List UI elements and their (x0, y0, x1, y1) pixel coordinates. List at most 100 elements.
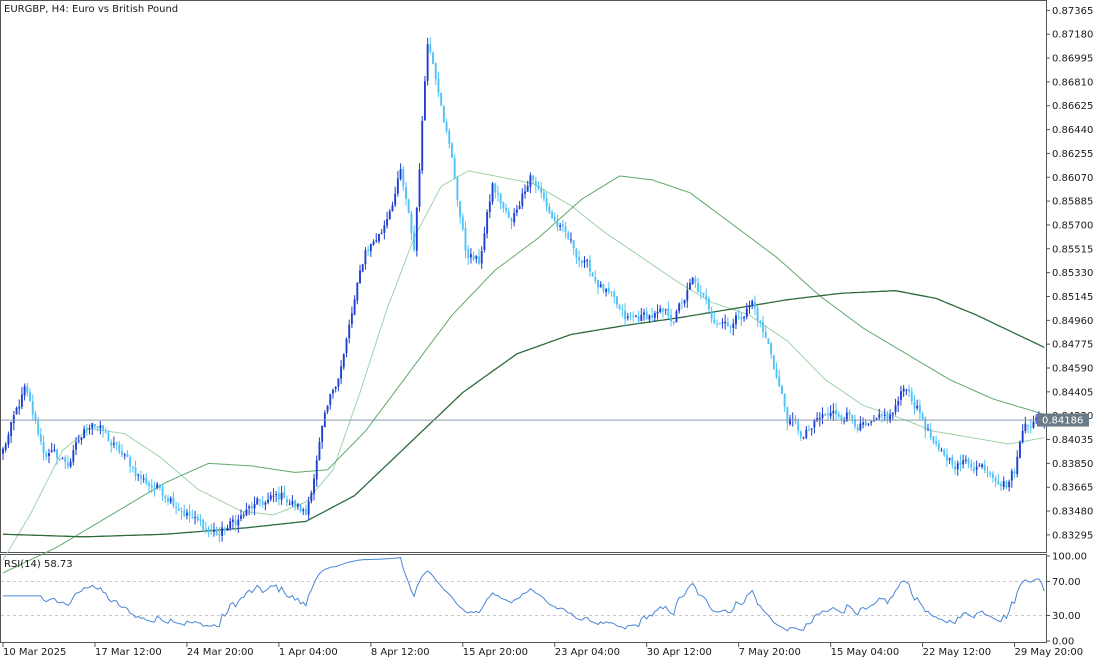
candle (551, 209, 553, 220)
candle (66, 455, 69, 469)
candle (469, 248, 472, 264)
candle (415, 206, 418, 257)
candle (478, 249, 480, 265)
candle (510, 217, 513, 230)
candle-body (740, 317, 743, 320)
candle-body (153, 488, 156, 490)
candle-body (421, 121, 424, 171)
candle (588, 255, 591, 278)
candle-body (340, 366, 343, 379)
candle (378, 233, 380, 244)
candle-body (502, 202, 505, 209)
candle-body (453, 158, 456, 179)
candle (115, 441, 118, 451)
candle-body (702, 292, 705, 296)
candle (183, 504, 186, 518)
candle-body (250, 505, 253, 509)
candle-body (1024, 423, 1027, 431)
candle-body (607, 287, 610, 293)
candle-body (937, 443, 940, 450)
candle-body (797, 421, 800, 431)
candle-body (345, 338, 348, 353)
candle-body (218, 534, 221, 536)
price-tick-label: 0.83850 (1052, 459, 1093, 470)
candle-body (432, 52, 434, 64)
candle (532, 175, 535, 185)
candle (710, 306, 713, 324)
candle (891, 412, 894, 420)
candle (956, 460, 959, 476)
candle (91, 422, 94, 436)
candle-body (326, 405, 329, 412)
candle (121, 443, 123, 458)
candle-body (315, 460, 318, 480)
candle (129, 454, 132, 474)
candle-body (875, 418, 878, 420)
candle-body (280, 492, 283, 500)
candle (2, 446, 4, 460)
candle (889, 409, 892, 424)
candle (1013, 468, 1016, 479)
candle-body (916, 405, 919, 409)
candle (396, 170, 399, 197)
candle-body (870, 421, 873, 423)
candle-body (699, 292, 702, 294)
candle (386, 211, 389, 229)
candle (824, 412, 827, 417)
candle-body (167, 497, 169, 502)
candle (432, 51, 434, 65)
candle (194, 510, 196, 525)
candle-body (956, 463, 959, 470)
candle (699, 284, 702, 300)
candle (169, 496, 172, 504)
candle-body (348, 324, 351, 339)
candle (937, 439, 940, 452)
candle (413, 225, 416, 253)
candle-body (15, 407, 18, 415)
candle (26, 382, 29, 397)
candle-body (905, 389, 908, 391)
price-tick-label: 0.83480 (1052, 507, 1093, 518)
price-tick-label: 0.86255 (1052, 149, 1093, 160)
candle-body (1008, 481, 1011, 488)
candle (713, 312, 716, 325)
candle-body (242, 515, 245, 517)
candle-body (829, 412, 832, 417)
candle (607, 282, 610, 295)
candle-body (921, 413, 924, 419)
candle-body (207, 529, 210, 531)
candle-body (112, 443, 115, 445)
candle-body (388, 211, 391, 219)
candle (786, 406, 789, 431)
candle-body (277, 493, 280, 500)
candle-body (415, 207, 418, 251)
candle (526, 180, 529, 192)
candle (167, 494, 169, 506)
candle-body (716, 323, 718, 325)
candle-body (707, 298, 710, 310)
candle-body (94, 424, 96, 427)
candle (188, 504, 191, 523)
candle (85, 423, 88, 436)
candle-body (80, 437, 83, 440)
candle (813, 418, 816, 434)
candle (145, 472, 148, 486)
candle (96, 425, 99, 432)
candle-body (881, 414, 883, 416)
candle (240, 509, 242, 522)
candle-body (104, 432, 107, 434)
candle-body (745, 308, 748, 318)
candle-body (342, 353, 345, 368)
candle-body (780, 385, 783, 394)
candle-body (561, 224, 564, 227)
candle (967, 457, 970, 469)
candle (383, 220, 386, 240)
candle-body (813, 420, 816, 428)
candle-body (1019, 441, 1021, 458)
candle (291, 495, 294, 507)
candle (367, 245, 370, 256)
candle-body (772, 355, 775, 370)
candle-body (945, 454, 948, 461)
candle (7, 431, 10, 448)
